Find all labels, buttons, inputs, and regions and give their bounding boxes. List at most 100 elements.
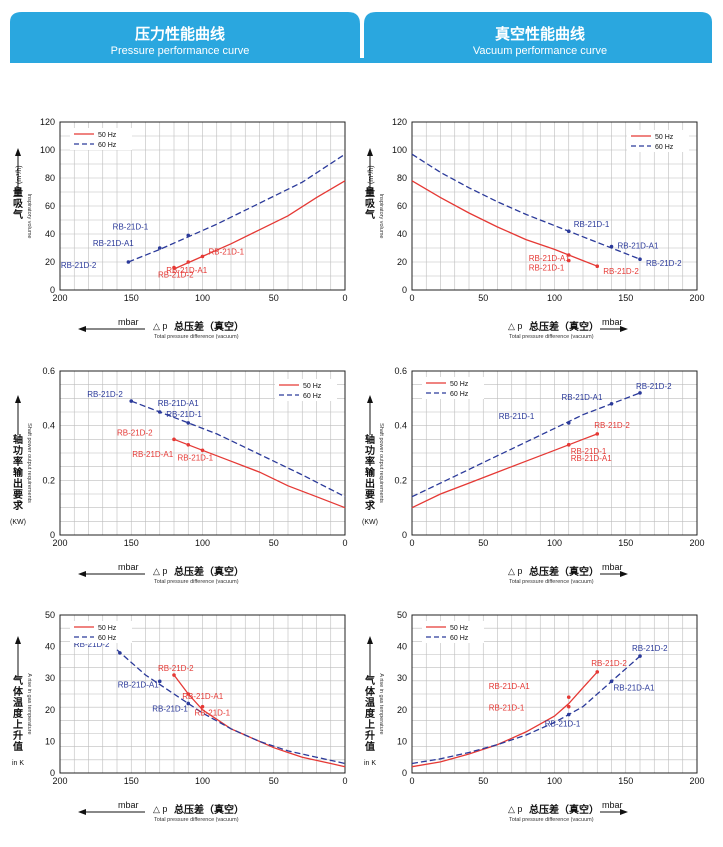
plot-frame [411,370,698,536]
y-tick-label: 40 [397,642,407,652]
x-tick-label: 150 [618,538,633,548]
y-tick-label: 0 [402,285,407,295]
x-tick-label: 50 [478,293,488,303]
data-point-label: RB-21D-A1 [93,239,134,248]
series-line-60hz [131,400,346,498]
data-point-label: RB-21D-1 [545,720,581,729]
data-point-label: RB-21D-1 [489,704,525,713]
x-axis-title-en: Total pressure difference (vacuum) [509,579,594,585]
x-tick-label: 200 [689,538,704,548]
data-point-label: RB-21D-2 [158,271,194,280]
data-point-marker [157,679,162,684]
y-axis-title-en: Inspiratory volume [26,194,32,239]
y-axis-title-zh-char: 升 [365,729,375,742]
data-point-label: RB-21D-2 [594,421,630,430]
y-axis-title-zh-char: 度 [13,707,24,720]
legend-label-50hz: 50 Hz [98,132,117,139]
legend-label-60hz: 60 Hz [450,635,469,642]
data-point-marker [129,399,134,403]
y-tick-label: 40 [45,642,55,652]
data-point-marker [566,253,571,257]
x-tick-label: 50 [478,776,488,786]
y-tick-label: 30 [397,673,407,683]
chart-pressure-power: 200 150 100 50 0 0 0.2 0.4 0.6 RB-21D-2 RB-21D-A1 R… [10,366,347,585]
x-tick-label: 100 [547,293,562,303]
series-line-60hz [411,153,641,260]
legend-label-50hz: 50 Hz [450,625,469,632]
data-point-label: RB-21D-A1 [614,683,655,692]
data-point-marker [638,391,642,395]
data-point-marker [200,704,205,709]
series-line-60hz [411,655,641,765]
legend-label-60hz: 60 Hz [98,142,117,149]
y-tick-label: 20 [397,257,407,267]
x-axis-title-zh: 总压差（真空） [529,565,599,578]
data-point-marker [172,437,176,442]
data-point-label: RB-21D-1 [178,453,214,462]
x-tick-label: 200 [689,293,704,303]
y-tick-label: 100 [392,145,407,155]
right-title-zh: 真空性能曲线 [495,25,585,43]
x-axis-delta: △ p [153,321,167,331]
y-tick-label: 0.2 [42,475,55,485]
x-tick-label: 100 [195,776,210,786]
y-tick-label: 80 [45,173,55,183]
series-line-60hz [128,153,346,263]
right-title-en: Vacuum performance curve [473,45,607,57]
data-point-marker [200,254,205,259]
y-axis-arrow-head [15,148,21,156]
data-point-label: RB-21D-2 [646,259,682,268]
x-axis-unit: mbar [118,317,139,327]
x-axis-title-zh: 总压差（真空） [174,565,244,578]
x-tick-label: 0 [409,293,414,303]
legend-label-50hz: 50 Hz [655,134,674,141]
y-tick-label: 0 [50,530,55,540]
x-tick-label: 100 [195,538,210,548]
data-point-label: RB-21D-A1 [529,254,570,263]
data-point-label: RB-21D-2 [636,382,672,391]
y-tick-label: 50 [45,610,55,620]
x-axis-unit: mbar [118,562,139,572]
y-axis-title-zh-char: 出 [13,477,23,490]
y-tick-label: 0 [50,768,55,778]
x-axis-unit: mbar [118,800,139,810]
y-tick-label: 120 [40,117,55,127]
series-line-50hz [411,671,598,768]
x-axis-arrow-head [620,809,628,815]
data-point-marker [595,432,600,436]
data-point-marker [186,233,191,238]
x-tick-label: 150 [124,776,139,786]
legend-label-60hz: 60 Hz [450,391,469,398]
legend-label-60hz: 60 Hz [655,144,674,151]
data-point-marker [566,229,571,233]
data-point-marker [118,651,122,655]
x-tick-label: 0 [342,293,347,303]
left-title-en: Pressure performance curve [111,45,250,57]
y-tick-label: 0.6 [394,366,407,376]
y-axis-title-zh-char: 气 [12,208,23,221]
y-axis-title-zh-char: 求 [13,499,24,512]
x-axis-title-en: Total pressure difference (vacuum) [154,579,239,585]
data-point-label: RB-21D-A1 [118,680,159,689]
x-tick-label: 0 [409,776,414,786]
x-tick-label: 0 [342,776,347,786]
series-line-60hz [411,392,641,498]
data-point-marker [609,244,614,249]
y-axis-title-zh-char: 值 [365,740,375,753]
x-axis-arrow-head [78,809,86,815]
data-point-label: RB-21D-A1 [182,692,223,701]
y-axis-title-zh-char: 上 [13,718,23,731]
x-axis-arrow-head [78,571,86,577]
x-axis-arrow-head [620,326,628,332]
data-point-marker [186,421,191,425]
x-tick-label: 200 [52,538,67,548]
data-point-marker [172,265,176,270]
data-point-marker [186,443,191,447]
y-axis-title-zh-char: 值 [13,740,23,753]
y-axis-title-zh-char: 吸 [13,198,24,210]
plot-frame [59,614,346,774]
data-point-label: RB-21D-2 [87,390,123,399]
series-line-50hz [411,180,598,267]
x-tick-label: 150 [618,293,633,303]
